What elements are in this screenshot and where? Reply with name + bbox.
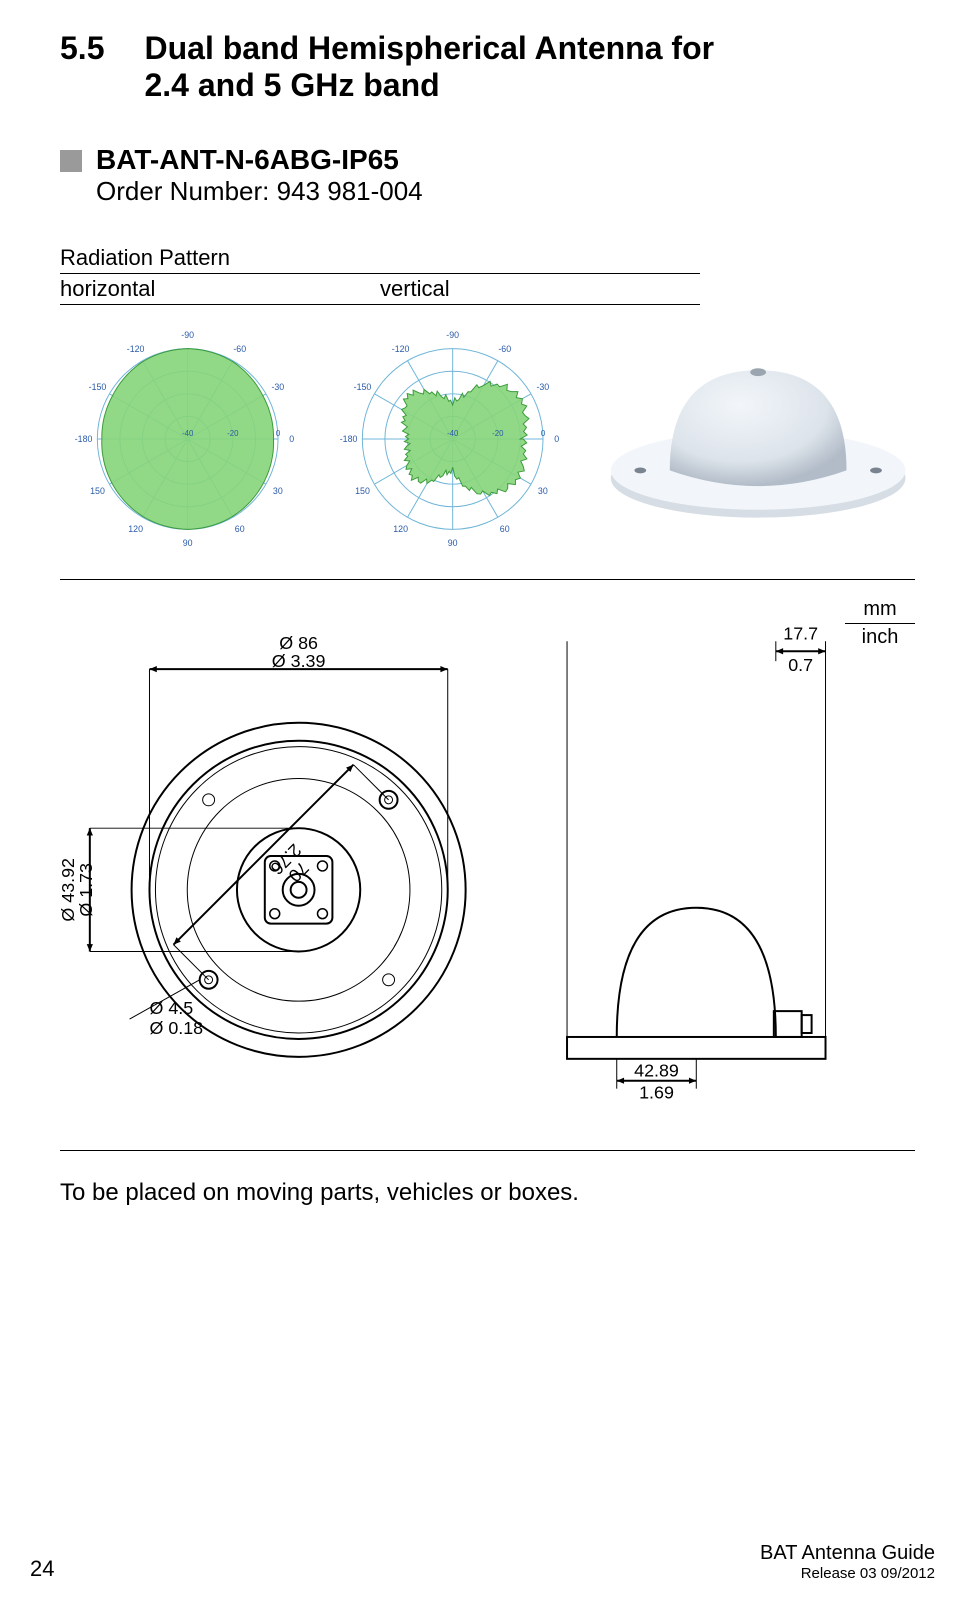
unit-mm: mm (845, 598, 915, 624)
svg-text:-150: -150 (89, 381, 107, 391)
svg-text:-90: -90 (447, 329, 460, 339)
svg-text:Ø 0.18: Ø 0.18 (149, 1018, 203, 1038)
svg-text:-30: -30 (537, 381, 550, 391)
svg-text:-40: -40 (447, 429, 459, 438)
svg-text:-120: -120 (127, 343, 145, 353)
svg-text:-30: -30 (271, 381, 284, 391)
section-number: 5.5 (60, 30, 104, 67)
svg-text:0.7: 0.7 (788, 655, 813, 675)
svg-text:90: 90 (448, 538, 458, 548)
section-title: Dual band Hemispherical Antenna for 2.4 … (144, 30, 714, 104)
pattern-columns-label: horizontal vertical (60, 274, 700, 305)
footer-release: Release 03 09/2012 (760, 1565, 935, 1582)
svg-text:42.89: 42.89 (634, 1060, 679, 1080)
product-name: BAT-ANT-N-6ABG-IP65 (96, 144, 423, 176)
divider-2 (60, 1150, 915, 1151)
pattern-col1-label: horizontal (60, 276, 380, 302)
pattern-group-label: Radiation Pattern (60, 241, 700, 274)
svg-text:0: 0 (276, 429, 281, 438)
svg-text:120: 120 (394, 524, 409, 534)
polar-chart-vertical: 0 -30 -60 -90 -120 -150 -180 150 120 90 60 30 -40 -20… (325, 319, 580, 559)
svg-text:Ø 3.39: Ø 3.39 (272, 651, 326, 671)
svg-text:0: 0 (555, 434, 560, 444)
body-text: To be placed on moving parts, vehicles o… (60, 1179, 915, 1207)
unit-inch: inch (845, 626, 915, 649)
svg-text:0: 0 (289, 434, 294, 444)
svg-text:Ø 4.5: Ø 4.5 (149, 998, 193, 1018)
radiation-pattern-block: Radiation Pattern horizontal vertical 0 -… (60, 241, 915, 559)
section-title-line2: 2.4 and 5 GHz band (144, 67, 439, 103)
page-number: 24 (30, 1556, 54, 1582)
bullet-icon (60, 150, 82, 172)
svg-text:-60: -60 (233, 343, 246, 353)
svg-text:0: 0 (541, 429, 546, 438)
footer-doc-title: BAT Antenna Guide (760, 1542, 935, 1565)
section-title-line1: Dual band Hemispherical Antenna for (144, 30, 714, 66)
svg-text:30: 30 (273, 486, 283, 496)
pattern-col2-label: vertical (380, 276, 700, 302)
unit-legend: mm inch (845, 598, 915, 649)
order-number: Order Number: 943 981-004 (96, 176, 423, 207)
product-block: BAT-ANT-N-6ABG-IP65 Order Number: 943 98… (60, 144, 915, 207)
svg-text:90: 90 (183, 538, 193, 548)
svg-text:60: 60 (500, 524, 510, 534)
svg-text:150: 150 (356, 486, 371, 496)
svg-text:-180: -180 (75, 434, 93, 444)
svg-text:-60: -60 (499, 343, 512, 353)
technical-drawing: mm inch Ø 86Ø 3.39Ø 43.92Ø 1.73Ø 4.5Ø 0.… (60, 590, 915, 1130)
svg-text:-20: -20 (227, 429, 239, 438)
divider (60, 579, 915, 580)
svg-text:-20: -20 (493, 429, 505, 438)
svg-text:30: 30 (538, 486, 548, 496)
svg-text:-40: -40 (182, 429, 194, 438)
svg-text:1.69: 1.69 (639, 1082, 674, 1102)
svg-text:Ø 1.73: Ø 1.73 (76, 863, 96, 917)
svg-text:-120: -120 (392, 343, 410, 353)
svg-text:120: 120 (128, 524, 143, 534)
svg-text:-150: -150 (354, 381, 372, 391)
antenna-photo (601, 339, 915, 539)
polar-chart-horizontal: 0 -30 -60 -90 -120 -150 -180 150 120 90 60 30 -40 -20… (60, 319, 315, 559)
svg-text:17.7: 17.7 (783, 623, 818, 643)
page-footer: 24 BAT Antenna Guide Release 03 09/2012 (30, 1542, 935, 1582)
svg-text:150: 150 (90, 486, 105, 496)
svg-text:60: 60 (235, 524, 245, 534)
svg-text:-180: -180 (340, 434, 358, 444)
section-header: 5.5 Dual band Hemispherical Antenna for … (60, 30, 915, 104)
svg-text:-90: -90 (181, 329, 194, 339)
